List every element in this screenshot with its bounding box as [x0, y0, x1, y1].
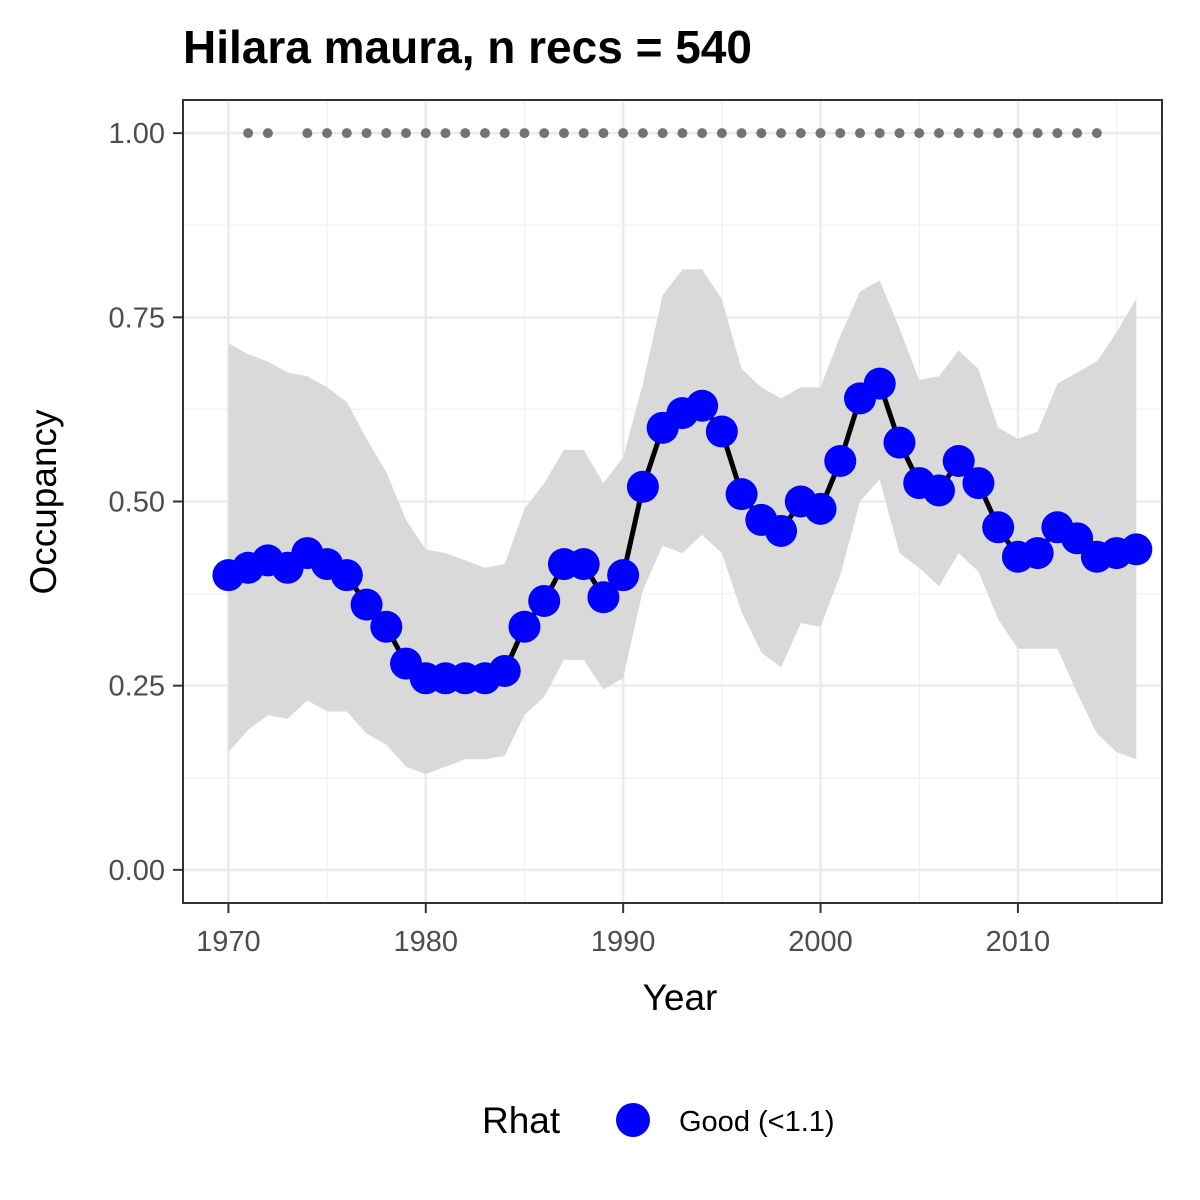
chart-title: Hilara maura, n recs = 540 [183, 21, 752, 73]
x-tick-label: 2000 [788, 926, 853, 958]
record-dot [322, 128, 333, 139]
y-tick-label: 0.75 [109, 302, 165, 334]
record-dot [361, 128, 372, 139]
x-axis-title: Year [643, 977, 718, 1018]
occupancy-point [942, 444, 975, 477]
occupancy-point [607, 559, 640, 592]
record-dot [440, 128, 451, 139]
record-dot [519, 128, 530, 139]
record-dot [776, 128, 787, 139]
record-dot [499, 128, 510, 139]
record-dot [341, 128, 352, 139]
x-tick-label: 1970 [196, 926, 261, 958]
occupancy-point [883, 426, 916, 459]
legend-key-good [616, 1103, 650, 1137]
legend-label-good: Good (<1.1) [679, 1106, 835, 1138]
record-dot [973, 128, 984, 139]
record-dot [401, 128, 412, 139]
legend-title: Rhat [482, 1100, 561, 1141]
record-dot [618, 128, 629, 139]
record-dot [677, 128, 688, 139]
record-dot [1012, 128, 1023, 139]
occupancy-point [330, 559, 363, 592]
occupancy-point [1120, 533, 1153, 566]
record-dot [993, 128, 1004, 139]
record-dot [756, 128, 767, 139]
record-dot [558, 128, 569, 139]
record-dot [914, 128, 925, 139]
occupancy-point [982, 511, 1015, 544]
record-dot [716, 128, 727, 139]
record-dot [479, 128, 490, 139]
record-dot [1072, 128, 1083, 139]
occupancy-point [587, 581, 620, 614]
occupancy-point [350, 588, 383, 621]
occupancy-point [765, 514, 798, 547]
occupancy-point [528, 584, 561, 617]
record-dot [874, 128, 885, 139]
occupancy-point [962, 467, 995, 500]
occupancy-point [488, 654, 521, 687]
record-dot [795, 128, 806, 139]
y-tick-label: 0.25 [109, 671, 165, 703]
record-dot [420, 128, 431, 139]
y-tick-label: 0.50 [109, 487, 165, 519]
occupancy-point [370, 610, 403, 643]
record-dot [460, 128, 471, 139]
record-dot [736, 128, 747, 139]
record-dot [697, 128, 708, 139]
occupancy-point [922, 474, 955, 507]
x-tick-label: 1980 [394, 926, 459, 958]
record-dot [835, 128, 846, 139]
occupancy-point [824, 444, 857, 477]
occupancy-point [1021, 537, 1054, 570]
record-dot [243, 128, 254, 139]
record-dot [933, 128, 944, 139]
record-dot [1032, 128, 1043, 139]
record-dot [302, 128, 313, 139]
confidence-ribbon-layer [228, 269, 1137, 775]
record-dot [657, 128, 668, 139]
occupancy-points-layer [212, 367, 1153, 695]
record-dots-layer [243, 128, 1102, 139]
occupancy-point [508, 610, 541, 643]
legend: Rhat Good (<1.1) [482, 1100, 835, 1141]
record-dot [953, 128, 964, 139]
x-tick-label: 1990 [591, 926, 656, 958]
record-dot [637, 128, 648, 139]
record-dot [894, 128, 905, 139]
axes: 1970 1980 1990 2000 2010 0.00 0.25 0.50 0.75 1.00 [109, 118, 1051, 958]
y-axis-title: Occupancy [23, 409, 64, 595]
occupancy-point [567, 548, 600, 581]
y-tick-label: 1.00 [109, 118, 165, 150]
record-dot [1052, 128, 1063, 139]
y-tick-label: 0.00 [109, 855, 165, 887]
record-dot [1091, 128, 1102, 139]
record-dot [598, 128, 609, 139]
record-dot [381, 128, 392, 139]
occupancy-point [705, 415, 738, 448]
record-dot [539, 128, 550, 139]
x-tick-label: 2010 [986, 926, 1051, 958]
record-dot [262, 128, 273, 139]
occupancy-point [626, 470, 659, 503]
record-dot [815, 128, 826, 139]
occupancy-point [686, 389, 719, 422]
confidence-ribbon [228, 269, 1137, 775]
occupancy-point [863, 367, 896, 400]
occupancy-point [804, 492, 837, 525]
occupancy-point [725, 478, 758, 511]
record-dot [578, 128, 589, 139]
record-dot [855, 128, 866, 139]
